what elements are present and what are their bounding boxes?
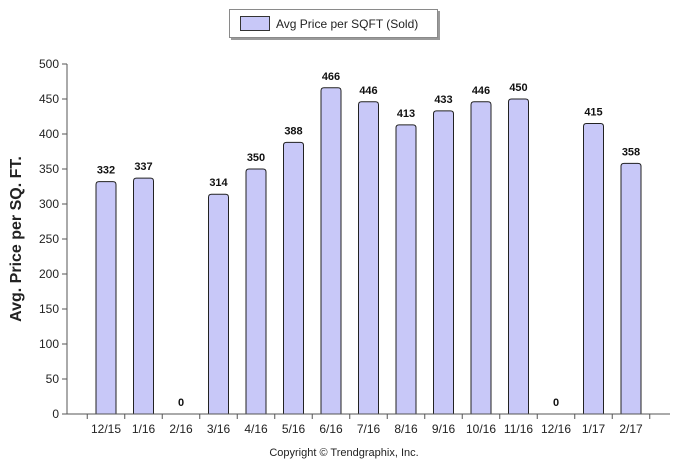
x-tick-label: 1/16 <box>132 422 156 436</box>
bar-value-label: 388 <box>284 125 302 137</box>
bar-value-label: 446 <box>472 85 490 97</box>
bar-value-label: 350 <box>247 152 265 164</box>
y-tick-label: 50 <box>46 372 60 386</box>
bar-1-17 <box>583 123 604 414</box>
bar-value-label: 332 <box>97 165 115 177</box>
y-tick-label: 150 <box>39 302 59 316</box>
x-tick-label: 5/16 <box>282 422 306 436</box>
x-tick-label: 4/16 <box>244 422 268 436</box>
legend-label: Avg Price per SQFT (Sold) <box>276 16 419 31</box>
bar-value-label: 358 <box>622 146 640 158</box>
legend-swatch <box>240 16 270 31</box>
copyright-text: Copyright © Trendgraphix, Inc. <box>269 447 419 459</box>
bar-value-label: 466 <box>322 71 340 83</box>
bar-8-16 <box>395 124 417 414</box>
x-tick-label: 12/15 <box>91 422 121 436</box>
x-tick-label: 9/16 <box>432 422 456 436</box>
y-axis-ticks: 0 50 100 150 200 250 300 350 400 450 500 <box>39 57 67 421</box>
bar-value-label: 0 <box>178 397 184 409</box>
y-tick-label: 350 <box>39 162 59 176</box>
y-tick-label: 450 <box>39 92 59 106</box>
bar-9-16 <box>433 110 454 414</box>
x-tick-label: 2/17 <box>619 422 643 436</box>
bar-10-16 <box>470 101 492 414</box>
bar-value-label: 433 <box>434 94 452 106</box>
bar-value-label: 415 <box>584 107 602 119</box>
bar-value-label: 0 <box>553 397 559 409</box>
y-tick-label: 300 <box>39 197 59 211</box>
y-tick-label: 200 <box>39 267 59 281</box>
x-tick-label: 7/16 <box>357 422 381 436</box>
bar-value-label: 446 <box>359 85 377 97</box>
bars: 332 337 0 314 350 388 466 446 413 433 446 450 0 415 35… <box>95 71 642 414</box>
bar-value-label: 450 <box>509 82 527 94</box>
bar-11-16 <box>508 98 529 414</box>
y-axis-title: Avg. Price per SQ. FT. <box>8 156 25 322</box>
y-tick-label: 100 <box>39 337 59 351</box>
bar-5-16 <box>283 141 304 414</box>
x-tick-label: 8/16 <box>394 422 418 436</box>
x-tick-label: 10/16 <box>466 422 496 436</box>
bar-1-16 <box>133 177 154 414</box>
bar-4-16 <box>245 168 267 414</box>
x-tick-label: 1/17 <box>582 422 606 436</box>
y-tick-label: 400 <box>39 127 59 141</box>
x-tick-label: 6/16 <box>319 422 343 436</box>
bar-value-label: 337 <box>134 161 152 173</box>
x-axis-ticks: 12/15 1/16 2/16 3/16 4/16 5/16 6/16 7/16 8/16 9/1… <box>86 414 651 436</box>
bar-3-16 <box>208 193 229 414</box>
legend: Avg Price per SQFT (Sold) <box>229 9 438 38</box>
bar-2-17 <box>620 162 642 414</box>
y-tick-label: 250 <box>39 232 59 246</box>
bar-12-15 <box>95 181 117 414</box>
x-tick-label: 12/16 <box>541 422 571 436</box>
y-tick-label: 500 <box>39 57 59 71</box>
y-tick-label: 0 <box>52 407 59 421</box>
x-tick-label: 11/16 <box>504 422 533 436</box>
x-tick-label: 2/16 <box>169 422 193 436</box>
bar-6-16 <box>320 87 342 414</box>
bar-value-label: 314 <box>209 177 228 189</box>
x-tick-label: 3/16 <box>207 422 231 436</box>
bar-7-16 <box>358 101 379 414</box>
bar-value-label: 413 <box>397 108 415 120</box>
